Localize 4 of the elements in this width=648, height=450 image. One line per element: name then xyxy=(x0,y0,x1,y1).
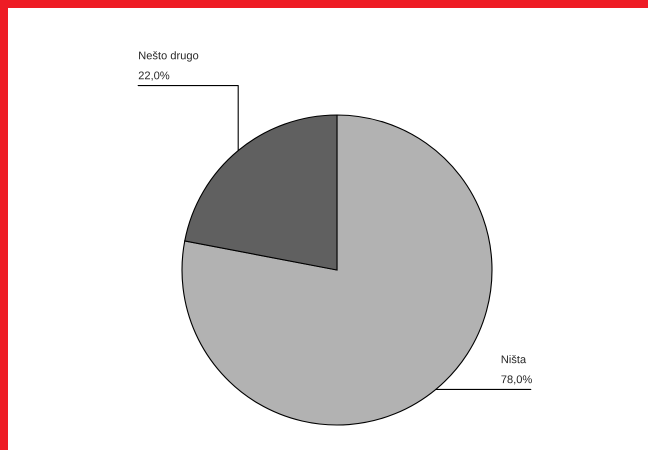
data-label: 22,0% xyxy=(138,72,170,81)
data-label: 78,0% xyxy=(501,375,532,385)
slice-label: Nešto drugo xyxy=(139,51,198,62)
slice-label: Ništa xyxy=(502,355,526,364)
